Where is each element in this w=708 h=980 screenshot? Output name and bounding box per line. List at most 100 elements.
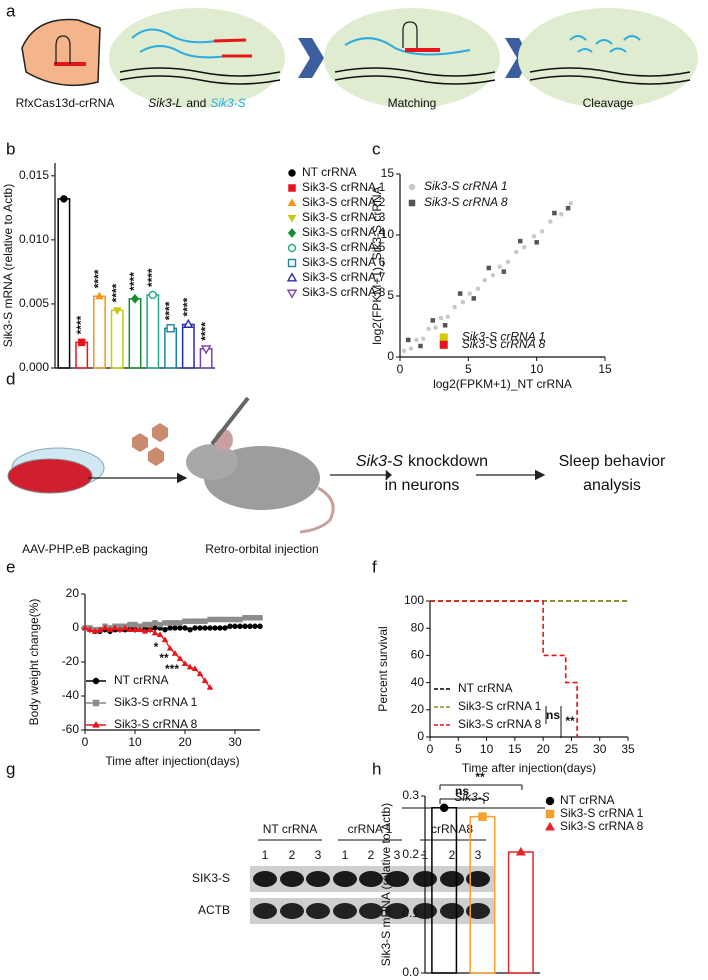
marker — [201, 677, 209, 683]
marker — [207, 625, 213, 631]
marker — [539, 229, 545, 234]
y-axis-label: Percent survival — [376, 626, 390, 711]
schematic-a: RfxCas13d-crRNA Sik3-L and Sik3-S Matching… — [16, 8, 698, 110]
x-tick-label: 20 — [178, 735, 192, 749]
x-tick-label: 30 — [593, 742, 607, 756]
gene-l: Sik3-L — [148, 96, 182, 110]
marker — [257, 615, 263, 621]
marker — [136, 626, 144, 632]
band — [253, 871, 277, 887]
marker — [232, 623, 238, 630]
step-label: Sik3-S knockdown — [356, 453, 488, 470]
band — [466, 903, 490, 919]
marker — [81, 624, 89, 631]
annotation: * — [154, 640, 159, 654]
y-tick-label: 5 — [387, 288, 394, 302]
marker — [497, 264, 503, 269]
marker — [202, 618, 208, 624]
annotation: ** — [159, 651, 169, 665]
marker — [212, 625, 218, 631]
marker — [217, 616, 223, 623]
marker — [452, 304, 457, 310]
legend-label: NT crRNA — [458, 681, 512, 695]
legend-label: Sik3-S crRNA 1 — [114, 695, 198, 709]
marker — [172, 625, 178, 631]
x-tick-label: 5 — [465, 362, 472, 376]
marker — [471, 296, 477, 301]
marker — [92, 699, 100, 707]
marker — [247, 615, 253, 621]
marker — [252, 623, 258, 630]
marker — [287, 198, 297, 207]
y-tick-label: 0.015 — [19, 168, 49, 182]
hairpin — [402, 21, 418, 48]
marker — [552, 210, 557, 216]
step-text: knockdown — [408, 453, 488, 470]
band — [306, 903, 330, 919]
band — [440, 871, 464, 887]
y-axis-label: Sik3-S mRNA (relative to Actb) — [379, 803, 393, 966]
marker — [242, 615, 248, 621]
panel-label: a — [6, 1, 16, 20]
bar — [507, 851, 534, 974]
marker — [166, 324, 175, 333]
panel-label: b — [6, 139, 15, 158]
marker — [445, 314, 451, 319]
rna-s — [139, 45, 229, 59]
bar — [146, 294, 160, 369]
marker — [167, 620, 173, 626]
marker — [172, 620, 178, 626]
marker — [121, 624, 129, 631]
syringe — [210, 396, 250, 446]
mouse-tail — [299, 486, 335, 534]
marker — [157, 621, 163, 628]
significance: **** — [127, 272, 141, 291]
marker — [286, 289, 298, 299]
marker — [91, 627, 99, 634]
marker — [568, 201, 574, 206]
marker — [112, 307, 122, 316]
marker — [460, 299, 466, 305]
y-tick-label: 40 — [411, 675, 425, 689]
marker — [257, 623, 263, 630]
rna — [344, 37, 471, 56]
marker — [130, 293, 140, 304]
marker — [414, 337, 419, 343]
marker — [548, 219, 553, 224]
annotation: ** — [475, 770, 485, 784]
marker — [207, 616, 213, 623]
y-tick-label: -60 — [62, 722, 80, 736]
marker — [148, 290, 157, 300]
marker — [513, 249, 519, 255]
marker — [232, 616, 238, 623]
marker — [286, 272, 298, 282]
annotation: ** — [565, 714, 575, 728]
band — [385, 871, 409, 887]
marker — [171, 649, 179, 656]
marker — [534, 240, 539, 245]
significance: **** — [145, 268, 159, 287]
marker — [237, 623, 243, 630]
legend-label: Sik3-S crRNA 1 — [302, 180, 386, 194]
bar — [93, 295, 106, 369]
marker — [176, 655, 184, 661]
marker — [182, 618, 188, 624]
marker — [86, 626, 94, 632]
lane-label: 2 — [449, 848, 456, 862]
lane-label: 3 — [315, 848, 322, 862]
legend-label: Sik3-S crRNA 2 — [302, 195, 386, 209]
marker — [544, 821, 556, 831]
marker — [166, 644, 174, 651]
y-tick-label: -20 — [62, 654, 80, 668]
legend-label: NT crRNA — [114, 673, 168, 687]
marker — [202, 625, 208, 631]
marker — [408, 199, 416, 207]
marker — [501, 269, 507, 274]
step-label: in neurons — [385, 477, 460, 494]
marker — [182, 625, 188, 631]
marker — [288, 184, 296, 192]
bar — [128, 298, 142, 369]
row-label: SIK3-S — [192, 871, 230, 885]
x-tick-label: 20 — [536, 742, 550, 756]
